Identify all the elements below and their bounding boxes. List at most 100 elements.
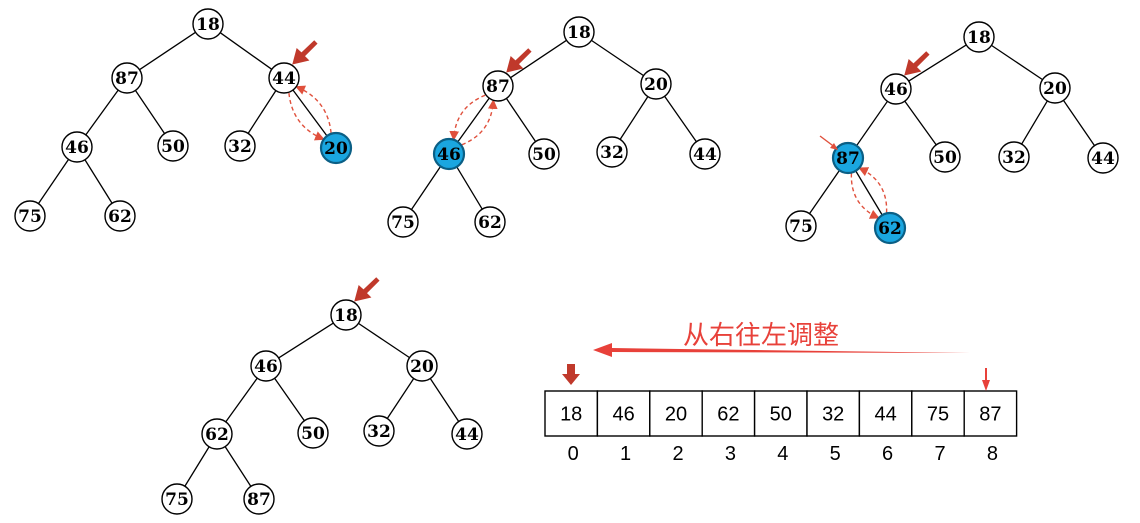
tree-edge bbox=[591, 39, 644, 77]
tree-node: 32 bbox=[998, 141, 1030, 173]
node-circle bbox=[161, 483, 193, 515]
node-circle bbox=[157, 130, 189, 162]
array-value: 18 bbox=[560, 404, 582, 426]
tree-edge bbox=[908, 44, 967, 82]
tree-edge bbox=[619, 96, 649, 140]
tree-node: 32 bbox=[596, 136, 628, 168]
node-circle bbox=[873, 211, 907, 245]
tree-edge bbox=[278, 322, 334, 359]
array-cell: 18 bbox=[544, 390, 599, 437]
tree-edge bbox=[808, 169, 841, 215]
tree-edge bbox=[855, 170, 883, 216]
node-circle bbox=[104, 200, 136, 232]
node-value: 18 bbox=[567, 23, 591, 43]
node-circle bbox=[330, 299, 362, 331]
node-circle bbox=[1087, 142, 1119, 174]
array-cell: 87 bbox=[963, 390, 1018, 437]
node-value: 20 bbox=[410, 357, 434, 377]
current-node-pointer-arrow bbox=[506, 48, 532, 73]
array-index: 6 bbox=[882, 443, 893, 465]
node-circle bbox=[640, 68, 672, 100]
tree-node: 75 bbox=[785, 210, 817, 242]
node-value: 62 bbox=[478, 213, 502, 233]
array-value: 32 bbox=[822, 404, 844, 426]
swap-arrow-up bbox=[295, 85, 332, 134]
node-value: 87 bbox=[486, 77, 510, 97]
tree-edge bbox=[856, 100, 888, 147]
node-value: 32 bbox=[367, 422, 391, 442]
node-circle bbox=[14, 200, 46, 232]
node-circle bbox=[689, 138, 721, 170]
tree-node: 18 bbox=[563, 16, 595, 48]
node-circle bbox=[268, 62, 300, 94]
array-cell: 32 bbox=[806, 390, 861, 437]
node-value: 18 bbox=[967, 28, 991, 48]
node-circle bbox=[363, 415, 395, 447]
tree-node: 32 bbox=[363, 415, 395, 447]
tree-node: 20 bbox=[1039, 72, 1071, 104]
child-pointer-arrow bbox=[819, 135, 838, 150]
array-index: 0 bbox=[568, 443, 579, 465]
node-value: 46 bbox=[884, 80, 908, 100]
tree-edge bbox=[429, 378, 460, 422]
tree-step-2: 18 87 20 46 50 32 44 75 62 bbox=[387, 16, 721, 238]
swap-arrow-up bbox=[858, 167, 888, 213]
node-value: 87 bbox=[836, 149, 860, 169]
heap-array: 18 46 20 62 50 32 44 75 87 0 1 2 3 4 5 6 7 8 bbox=[544, 390, 1018, 465]
tree-edge bbox=[358, 322, 410, 359]
tree-node: 62 bbox=[873, 211, 907, 245]
node-circle bbox=[563, 16, 595, 48]
tree-edge bbox=[664, 95, 697, 143]
array-value: 44 bbox=[874, 404, 896, 426]
tree-node: 87 bbox=[243, 483, 275, 515]
node-value: 32 bbox=[600, 143, 624, 163]
tree-edge bbox=[274, 377, 305, 422]
node-value: 46 bbox=[65, 138, 89, 158]
node-value: 62 bbox=[878, 219, 902, 239]
tree-edge bbox=[184, 446, 210, 487]
node-value: 44 bbox=[1091, 149, 1115, 169]
tree-edge bbox=[386, 378, 415, 419]
node-value: 62 bbox=[108, 207, 132, 227]
node-circle bbox=[111, 62, 143, 94]
tree-node: 87 bbox=[111, 62, 143, 94]
node-value: 46 bbox=[254, 357, 278, 377]
node-value: 18 bbox=[334, 306, 358, 326]
tree-node: 44 bbox=[451, 418, 483, 450]
swap-arrow-up bbox=[461, 99, 498, 146]
tree-node: 87 bbox=[482, 70, 514, 102]
array-value: 75 bbox=[927, 404, 949, 426]
node-circle bbox=[297, 417, 329, 449]
tree-node: 62 bbox=[474, 206, 506, 238]
array-cell: 44 bbox=[858, 390, 913, 437]
node-circle bbox=[387, 206, 419, 238]
node-circle bbox=[61, 131, 93, 163]
tree-node: 18 bbox=[963, 21, 995, 53]
tree-node: 46 bbox=[61, 131, 93, 163]
node-value: 62 bbox=[205, 425, 229, 445]
array-cell: 62 bbox=[701, 390, 756, 437]
current-node-pointer-arrow bbox=[904, 51, 930, 76]
node-value: 44 bbox=[272, 69, 296, 89]
node-circle bbox=[785, 210, 817, 242]
current-node-pointer-arrow bbox=[292, 40, 318, 65]
node-value: 50 bbox=[532, 145, 556, 165]
node-circle bbox=[406, 350, 438, 382]
node-value: 18 bbox=[196, 15, 220, 35]
tree-edge bbox=[134, 90, 166, 134]
node-circle bbox=[596, 136, 628, 168]
array-index: 3 bbox=[725, 443, 736, 465]
array-index: 2 bbox=[672, 443, 683, 465]
node-circle bbox=[831, 141, 865, 175]
tree-edge bbox=[410, 166, 442, 210]
array-cell: 50 bbox=[753, 390, 808, 437]
node-value: 44 bbox=[455, 425, 479, 445]
tree-edge bbox=[292, 89, 328, 137]
tree-node: 18 bbox=[330, 299, 362, 331]
swap-arrow-down bbox=[288, 92, 325, 141]
tree-node: 32 bbox=[224, 130, 256, 162]
current-node-pointer-arrow bbox=[354, 277, 380, 302]
array-cell: 20 bbox=[649, 390, 703, 437]
tree-node: 20 bbox=[640, 68, 672, 100]
